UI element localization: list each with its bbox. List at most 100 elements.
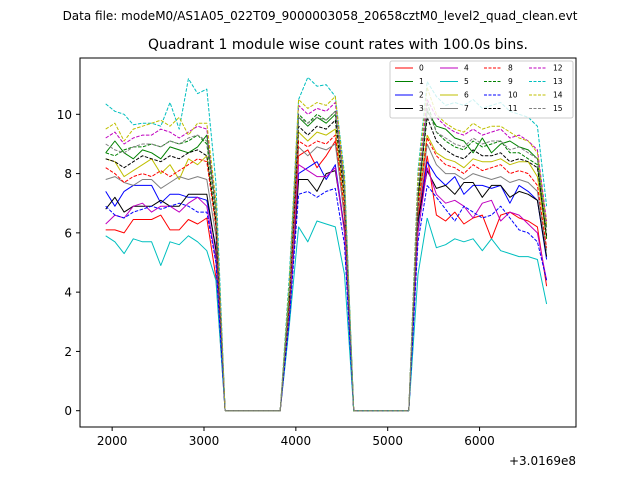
series-3-line-segment-0 [105,193,226,411]
series-3-line-segment-1 [225,312,290,412]
figure-suptitle: Data file: modeM0/AS1A05_022T09_90000030… [63,9,578,23]
series-11-line-segment-2 [288,119,409,412]
series-9-line-segment-2 [288,110,409,412]
series-4-line-segment-4 [426,167,548,281]
series-5-line-segment-2 [288,220,409,412]
series-0-line-segment-2 [288,140,409,412]
series-7-line-segment-4 [426,143,548,251]
series-10-line-segment-4 [426,185,548,281]
legend-entry-9: 9 [484,77,513,86]
series-5-line-segment-1 [225,324,290,412]
x-tick-label: 6000 [464,434,495,448]
legend-entry-4: 4 [440,64,469,73]
series-13-line-segment-2 [288,76,409,412]
legend-entry-1: 1 [395,77,424,86]
series-7-line-segment-0 [105,176,226,411]
series-1-line-segment-2 [288,113,409,412]
series-15-line-segment-1 [225,292,290,412]
series-15-line-segment-2 [288,110,409,412]
legend-entry-10: 10 [484,91,518,100]
series-1-line-segment-0 [105,134,226,411]
series-10-line-segment-2 [288,187,409,412]
legend-label: 0 [419,64,424,73]
series-12-line-segment-4 [426,99,548,222]
series-5-line-segment-0 [105,235,226,411]
series-6-line-segment-1 [225,300,290,412]
x-tick-label: 5000 [372,434,403,448]
series-5 [105,217,548,412]
legend-label: 10 [508,91,518,100]
legend-entry-3: 3 [395,104,424,113]
y-tick-label: 4 [64,286,72,300]
series-0-line-segment-1 [225,321,290,412]
series-1-line-segment-1 [225,289,290,412]
series-5-line-segment-4 [426,217,548,305]
series-4 [105,164,548,412]
series-8-line-segment-4 [426,137,548,248]
legend-entry-6: 6 [440,91,469,100]
series-10 [105,185,548,412]
series-7-line-segment-2 [288,143,409,412]
y-tick-label: 0 [64,404,72,418]
series-8-line-segment-0 [105,158,226,411]
series-6 [105,128,548,412]
series-6-line-segment-0 [105,155,226,411]
legend-box [389,60,574,119]
axes-frame [79,57,577,428]
series-7-line-segment-1 [225,306,290,412]
series-11-line-segment-4 [426,117,548,236]
series-4-line-segment-0 [105,196,226,411]
legend-label: 12 [553,64,563,73]
series-12-line-segment-0 [105,125,226,411]
series-10-line-segment-0 [105,202,226,411]
y-axis: 0 2 4 6 8 10 [57,108,80,418]
legend-entry-12: 12 [529,64,563,73]
series-13-line-segment-0 [105,78,226,411]
series-6-line-segment-2 [288,128,409,412]
series-9-line-segment-1 [225,292,290,412]
legend-entry-11: 11 [484,104,518,113]
legend-entry-13: 13 [529,77,563,86]
series-12-line-segment-1 [225,286,290,412]
series-4-line-segment-1 [225,315,290,412]
legend-entry-5: 5 [440,77,469,86]
series-13 [105,76,548,412]
series-15-line-segment-0 [105,134,226,411]
y-tick-label: 10 [57,108,72,122]
series-10-line-segment-3 [408,185,428,411]
legend-label: 1 [419,77,424,86]
series-9-line-segment-4 [426,102,548,239]
legend-label: 5 [464,77,469,86]
legend-entry-7: 7 [440,104,469,113]
legend-entry-8: 8 [484,64,513,73]
x-tick-label: 3000 [189,434,220,448]
series-14-line-segment-1 [225,283,290,412]
series-7 [105,143,548,412]
series-0-line-segment-4 [426,155,548,287]
legend-label: 2 [419,91,424,100]
series-11-line-segment-1 [225,298,290,412]
legend-label: 6 [464,91,469,100]
legend-label: 15 [553,104,563,113]
series-12-line-segment-2 [288,102,409,412]
legend-label: 7 [464,104,469,113]
x-offset-label: +3.0169e8 [509,454,576,468]
legend-label: 11 [508,104,518,113]
legend-entry-0: 0 [395,64,424,73]
series-13-line-segment-1 [225,274,290,412]
series-2-line-segment-4 [426,161,548,260]
series-11-line-segment-0 [105,149,226,411]
series-3-line-segment-4 [426,170,548,257]
legend-entry-15: 15 [529,104,563,113]
series-5-line-segment-3 [408,217,428,411]
legend-label: 8 [508,64,513,73]
chart-title: Quadrant 1 module wise count rates with … [148,37,528,53]
series-14-line-segment-4 [426,87,548,225]
x-axis: 2000 3000 4000 5000 6000 [97,427,495,448]
legend-label: 14 [553,91,563,100]
series-15-line-segment-4 [426,108,548,230]
legend-label: 13 [553,77,563,86]
